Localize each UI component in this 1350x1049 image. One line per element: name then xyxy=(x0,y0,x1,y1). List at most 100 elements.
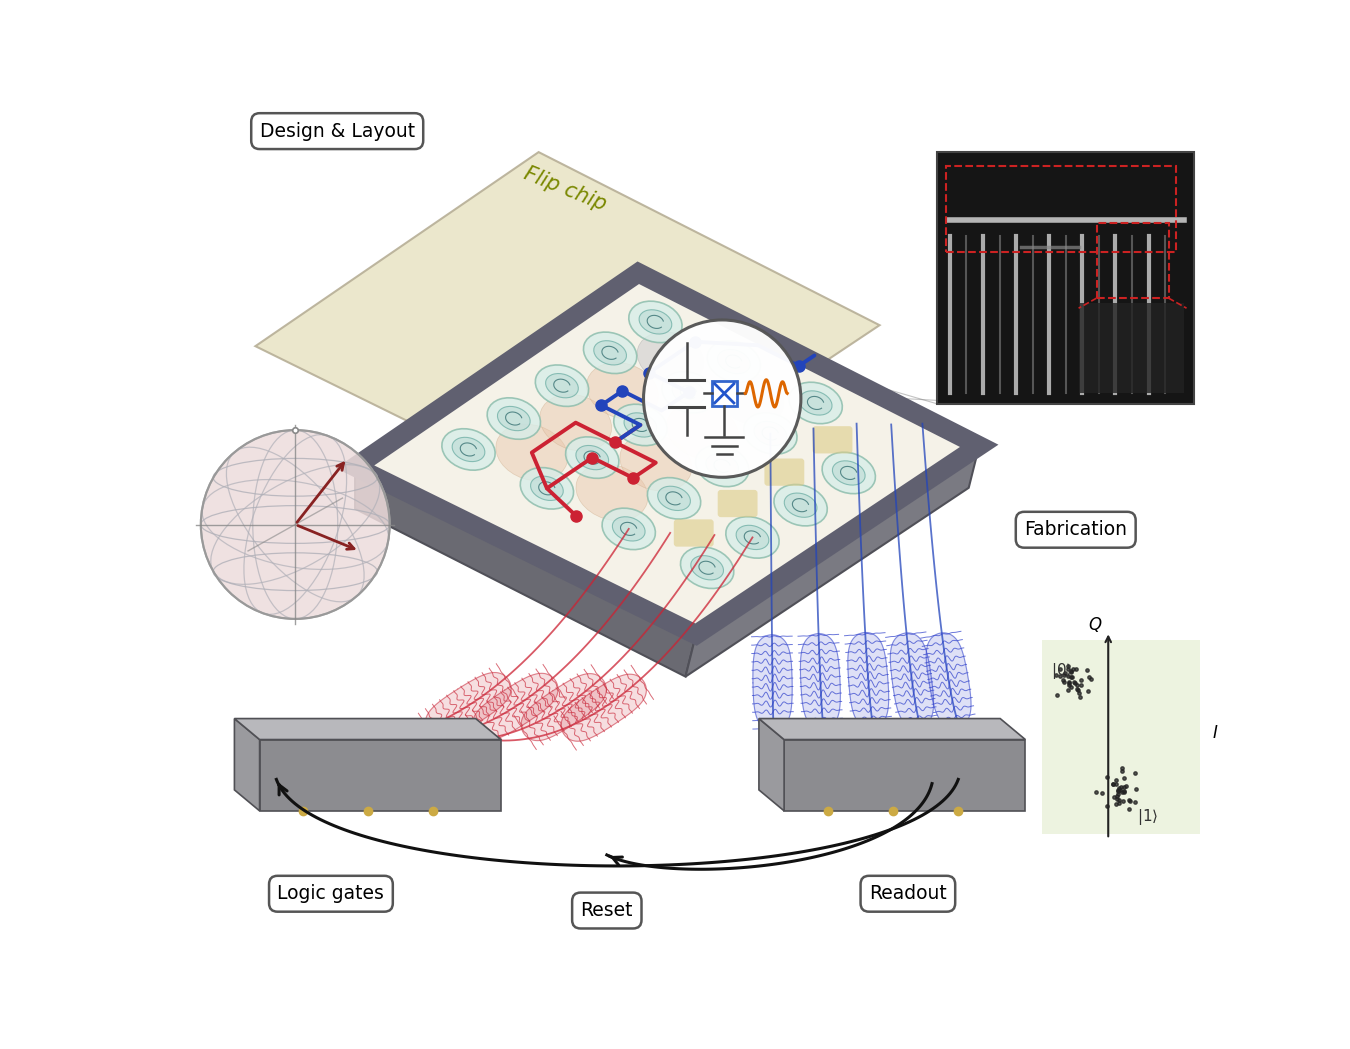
Ellipse shape xyxy=(487,398,540,440)
Polygon shape xyxy=(355,273,979,635)
Ellipse shape xyxy=(566,436,618,478)
Ellipse shape xyxy=(452,437,485,462)
Polygon shape xyxy=(801,634,840,729)
Ellipse shape xyxy=(629,301,682,343)
Polygon shape xyxy=(753,635,792,730)
Point xyxy=(1106,796,1127,813)
Text: $|0\rangle$: $|0\rangle$ xyxy=(1050,661,1072,681)
Point xyxy=(1110,778,1131,795)
Text: Flip chip: Flip chip xyxy=(521,164,609,214)
Point xyxy=(1108,780,1130,797)
Ellipse shape xyxy=(726,517,779,558)
Ellipse shape xyxy=(602,508,655,550)
Point xyxy=(1080,671,1102,688)
Polygon shape xyxy=(890,633,934,728)
Ellipse shape xyxy=(706,454,738,478)
Ellipse shape xyxy=(736,526,768,550)
FancyBboxPatch shape xyxy=(764,458,805,486)
Text: Reset: Reset xyxy=(580,901,633,920)
Polygon shape xyxy=(235,719,259,811)
Point xyxy=(1071,677,1092,693)
Point xyxy=(1112,783,1134,799)
Polygon shape xyxy=(418,311,917,597)
Ellipse shape xyxy=(680,547,734,588)
Point xyxy=(1064,675,1085,691)
Ellipse shape xyxy=(576,446,609,470)
Point xyxy=(1058,673,1080,690)
Point xyxy=(1112,793,1134,810)
Ellipse shape xyxy=(620,434,691,491)
Text: $I$: $I$ xyxy=(1212,724,1219,742)
Polygon shape xyxy=(355,467,697,677)
Ellipse shape xyxy=(672,380,705,405)
Point xyxy=(1110,782,1131,798)
Point xyxy=(1046,687,1068,704)
Ellipse shape xyxy=(545,373,578,398)
Point xyxy=(1106,788,1127,805)
Point xyxy=(1071,671,1092,688)
Ellipse shape xyxy=(788,382,842,424)
Point xyxy=(1125,794,1146,811)
FancyBboxPatch shape xyxy=(718,490,757,517)
Point xyxy=(1049,667,1071,684)
Ellipse shape xyxy=(497,406,531,431)
Polygon shape xyxy=(1079,303,1184,393)
Point xyxy=(1061,668,1083,685)
Point xyxy=(1108,792,1130,809)
Point xyxy=(1054,664,1076,681)
Point xyxy=(1106,772,1127,789)
Bar xyxy=(1096,222,1169,298)
FancyBboxPatch shape xyxy=(813,426,852,453)
Point xyxy=(1115,777,1137,794)
Point xyxy=(1108,794,1130,811)
Point xyxy=(1058,675,1080,691)
Ellipse shape xyxy=(755,422,787,446)
Ellipse shape xyxy=(717,349,751,373)
Point xyxy=(1068,682,1089,699)
Ellipse shape xyxy=(695,445,749,487)
Polygon shape xyxy=(472,673,558,740)
Ellipse shape xyxy=(799,391,832,415)
Point xyxy=(1065,677,1087,693)
Ellipse shape xyxy=(594,341,626,365)
Ellipse shape xyxy=(576,464,648,520)
Point xyxy=(1096,768,1118,785)
Point xyxy=(1125,780,1146,797)
Point xyxy=(1064,673,1085,690)
Circle shape xyxy=(644,320,801,477)
Point xyxy=(1077,683,1099,700)
Text: Design & Layout: Design & Layout xyxy=(259,122,414,141)
Polygon shape xyxy=(562,675,647,742)
Point xyxy=(1106,775,1127,792)
Polygon shape xyxy=(848,633,888,728)
Polygon shape xyxy=(784,740,1026,811)
Polygon shape xyxy=(235,719,501,740)
Point xyxy=(1052,672,1073,689)
Point xyxy=(1057,661,1079,678)
FancyBboxPatch shape xyxy=(674,519,714,547)
Point xyxy=(1111,759,1133,776)
Point xyxy=(1091,785,1112,801)
Point xyxy=(1114,770,1135,787)
Point xyxy=(1061,679,1083,695)
Circle shape xyxy=(201,430,390,619)
Ellipse shape xyxy=(613,517,645,541)
Point xyxy=(1085,784,1107,800)
Point xyxy=(1060,663,1081,680)
Ellipse shape xyxy=(531,476,563,500)
Point xyxy=(1119,792,1141,809)
Point xyxy=(1107,786,1129,802)
Ellipse shape xyxy=(691,556,724,580)
Polygon shape xyxy=(759,719,784,811)
Ellipse shape xyxy=(662,371,716,413)
Ellipse shape xyxy=(822,452,875,494)
Ellipse shape xyxy=(637,331,703,384)
Point xyxy=(1103,776,1125,793)
Ellipse shape xyxy=(717,372,784,425)
Point xyxy=(1077,662,1099,679)
Point xyxy=(1058,677,1080,693)
Point xyxy=(1066,681,1088,698)
Ellipse shape xyxy=(441,429,495,470)
Point xyxy=(1057,658,1079,675)
Text: Logic gates: Logic gates xyxy=(278,884,385,903)
